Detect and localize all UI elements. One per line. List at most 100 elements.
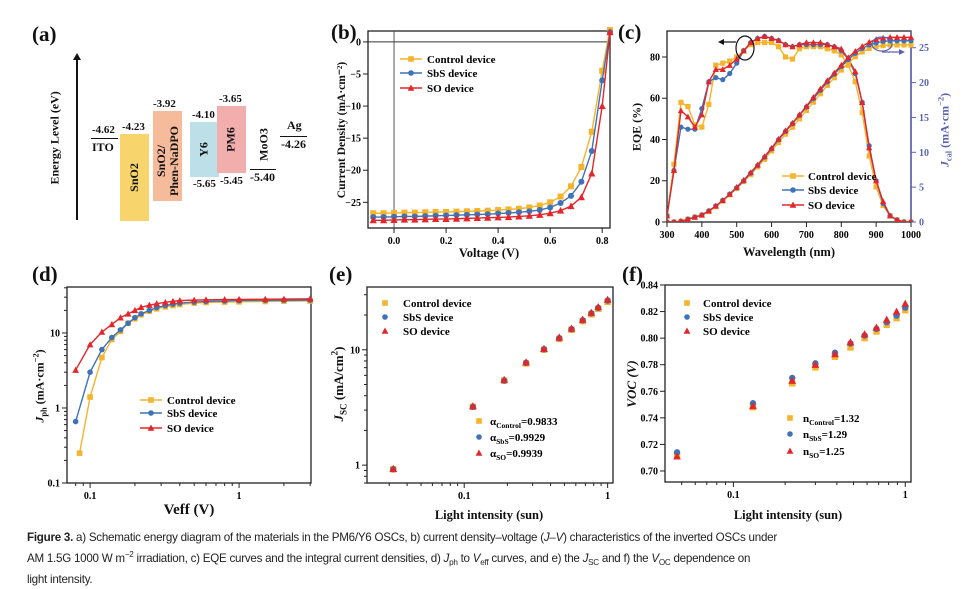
series-so-point	[749, 401, 757, 410]
series-so-point	[606, 28, 614, 36]
series-so-point	[536, 211, 544, 218]
series-so-point	[860, 330, 869, 338]
series-control-jcal-point	[810, 99, 816, 105]
series-sbs-point	[599, 77, 606, 84]
series-control-point	[599, 67, 606, 74]
series-control-point	[515, 205, 522, 212]
series-control-line	[667, 41, 911, 222]
legend-marker-control	[382, 300, 388, 306]
caption-text: V	[651, 551, 659, 565]
legend-marker-sbs	[684, 314, 690, 320]
series-control-point	[671, 161, 677, 167]
caption-figure-number: Figure 3.	[27, 531, 74, 544]
series-so-point	[775, 37, 782, 44]
series-sbs-point	[713, 75, 719, 81]
legend-marker-control	[790, 173, 796, 179]
y-tick-label: 0.1	[48, 479, 61, 490]
series-control-point	[859, 110, 865, 116]
panel-e-label: (e)	[329, 262, 353, 286]
series-control-jcal-point	[796, 116, 803, 122]
series-so-point	[432, 215, 440, 223]
legend-marker-so	[147, 424, 155, 431]
series-control-point	[755, 39, 761, 46]
sno2-bar	[120, 134, 149, 221]
caption-text: SC	[588, 558, 599, 568]
y-tick-label: 0.80	[641, 334, 659, 345]
series-so-point	[673, 452, 681, 460]
series-so-point	[108, 320, 116, 328]
annotation-ellipse	[735, 35, 755, 61]
x-tick-label: 900	[869, 230, 884, 241]
caption-text: V	[472, 551, 481, 565]
series-control-point	[831, 48, 837, 54]
series-sbs-point	[567, 192, 574, 199]
f-x-axis-label: Light intensity (sun)	[733, 508, 843, 522]
series-so-point	[525, 212, 533, 219]
series-sbs-point	[132, 314, 138, 321]
caption-text: OC	[658, 558, 671, 568]
legend-label: SbS device	[703, 312, 754, 324]
series-control-point	[782, 54, 789, 60]
series-sbs-point	[87, 369, 93, 375]
series-so-jcal-point	[907, 34, 915, 40]
plot-frame	[367, 30, 611, 229]
caption-text: J	[582, 551, 589, 565]
series-control-point	[578, 164, 585, 171]
series-so-point	[768, 35, 775, 42]
b-x-axis-label: Voltage (V)	[458, 246, 520, 260]
series-so-point	[909, 218, 913, 222]
ito-label: ITO	[92, 140, 114, 154]
series-control-point	[99, 354, 105, 361]
series-control-point	[706, 101, 712, 108]
series-control-jcal-point	[852, 54, 858, 60]
series-so-point	[176, 297, 184, 304]
series-so-point	[872, 323, 881, 331]
series-so-point	[879, 198, 887, 204]
y-tick-label: 0.84	[641, 281, 659, 292]
series-control-point	[824, 46, 830, 52]
series-so-jcal-point	[873, 36, 880, 42]
moo3-level-line	[250, 169, 276, 170]
series-so-point	[515, 212, 523, 220]
plot-frame	[664, 284, 912, 483]
series-so-point	[882, 315, 891, 323]
x-tick-label: 1	[237, 491, 242, 502]
y-tick-label: 10	[350, 345, 360, 356]
series-so-point	[894, 216, 900, 222]
series-so-point	[504, 213, 513, 221]
series-sbs-point	[734, 60, 740, 66]
series-layer	[389, 295, 612, 473]
fit-label-so: nSO=1.25	[803, 446, 845, 460]
x-tick-label: 0.8	[596, 236, 609, 247]
series-sbs-point	[146, 307, 153, 314]
legend-label: Control device	[427, 54, 496, 66]
series-layer	[369, 27, 614, 224]
series-control-point	[567, 183, 574, 190]
series-so-jcal-point	[852, 47, 859, 54]
series-so-point	[235, 295, 243, 303]
series-sbs-point	[117, 327, 124, 333]
pm6-top-level: -3.65	[219, 93, 242, 105]
series-so-point	[901, 299, 910, 307]
series-so-jcal-point	[768, 144, 775, 151]
series-so-point	[306, 295, 314, 302]
fit-label-sbs: αSbS=0.9929	[490, 432, 546, 446]
legend-label: SbS device	[808, 185, 859, 197]
series-so-point	[705, 78, 712, 85]
fit-marker-sbs	[476, 434, 482, 440]
series-so-jcal-point	[900, 34, 908, 40]
series-control-point	[866, 153, 872, 159]
caption-text: dependence on	[670, 551, 751, 565]
plot-frame	[66, 286, 312, 484]
series-control-jcal-point	[782, 131, 789, 137]
series-so-point	[98, 328, 106, 335]
legend-marker-control	[684, 300, 690, 306]
series-so-point	[684, 113, 692, 120]
series-so-point	[280, 295, 288, 302]
series-so-jcal-point	[726, 190, 733, 197]
series-so-point	[72, 366, 79, 373]
y-tick-label: 0	[655, 218, 660, 229]
series-control-jcal-point	[817, 91, 823, 97]
